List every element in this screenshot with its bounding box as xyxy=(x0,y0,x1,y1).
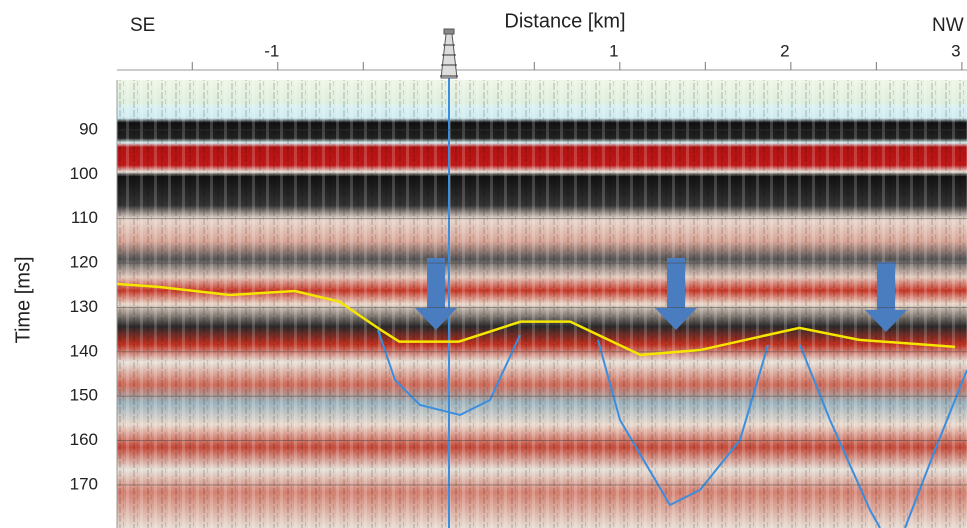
derrick-top xyxy=(443,28,455,35)
y-tick-label: 140 xyxy=(70,341,98,360)
seismic-texture xyxy=(117,80,967,528)
channel-outline xyxy=(597,339,769,507)
arrow xyxy=(655,258,697,330)
y-tick-label: 170 xyxy=(70,474,98,493)
well-icon xyxy=(440,28,458,79)
channel-outline xyxy=(799,344,881,528)
horizon-line xyxy=(116,282,956,357)
y-axis-title: Time [ms] xyxy=(12,256,34,343)
channel-outline xyxy=(904,369,967,528)
y-tick-label: 90 xyxy=(79,119,98,138)
derrick xyxy=(440,33,458,79)
x-axis-title: Distance [km] xyxy=(504,10,625,32)
y-tick-label: 100 xyxy=(70,164,98,183)
x-tick-label: 3 xyxy=(951,41,960,60)
y-tick-label: 150 xyxy=(70,386,98,405)
x-tick-label: 1 xyxy=(609,41,618,60)
channel-outlines xyxy=(377,329,967,528)
arrow xyxy=(865,262,907,332)
left-label: SE xyxy=(130,15,155,36)
y-tick-label: 130 xyxy=(70,297,98,316)
right-label: NW xyxy=(932,15,964,36)
y-tick-label: 160 xyxy=(70,430,98,449)
x-tick-label: 2 xyxy=(780,41,789,60)
x-tick-label: -1 xyxy=(264,41,279,60)
derrick-struts xyxy=(440,44,458,77)
y-tick-label: 110 xyxy=(71,208,98,227)
arrows xyxy=(415,258,907,332)
channel-outline xyxy=(377,329,521,417)
y-tick-label: 120 xyxy=(70,253,98,272)
arrow xyxy=(415,258,457,330)
